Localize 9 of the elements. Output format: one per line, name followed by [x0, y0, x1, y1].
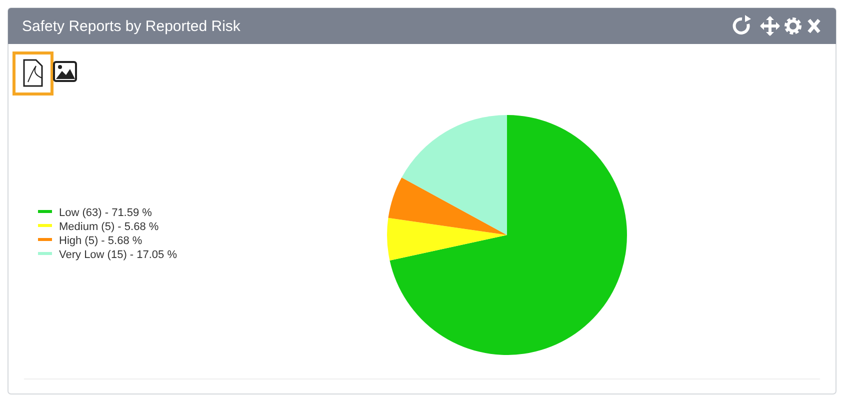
legend-label: Medium (5) - 5.68 %	[59, 221, 159, 233]
chart-title: Safety Reports by Reported Risk	[22, 18, 241, 35]
pie-slice	[390, 115, 627, 355]
pie-slice	[402, 115, 507, 235]
pie-slice	[388, 177, 507, 235]
legend-label: Very Low (15) - 17.05 %	[59, 249, 178, 261]
legend-label: Low (63) - 71.59 %	[59, 207, 152, 219]
legend-label: High (5) - 5.68 %	[59, 235, 142, 247]
pie-slice	[387, 218, 507, 261]
